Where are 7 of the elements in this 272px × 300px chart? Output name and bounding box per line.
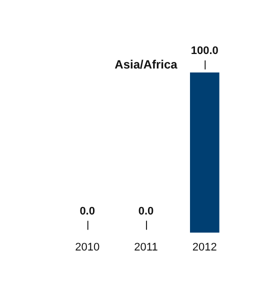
x-tick-label: 2010	[75, 241, 100, 254]
data-label: 0.0	[138, 205, 154, 218]
chart-title: Asia/Africa	[114, 58, 178, 72]
x-tick-label: 2012	[192, 241, 217, 254]
data-label: 0.0	[80, 205, 95, 218]
data-label: 100.0	[190, 44, 218, 57]
x-tick-label: 2011	[134, 241, 158, 254]
